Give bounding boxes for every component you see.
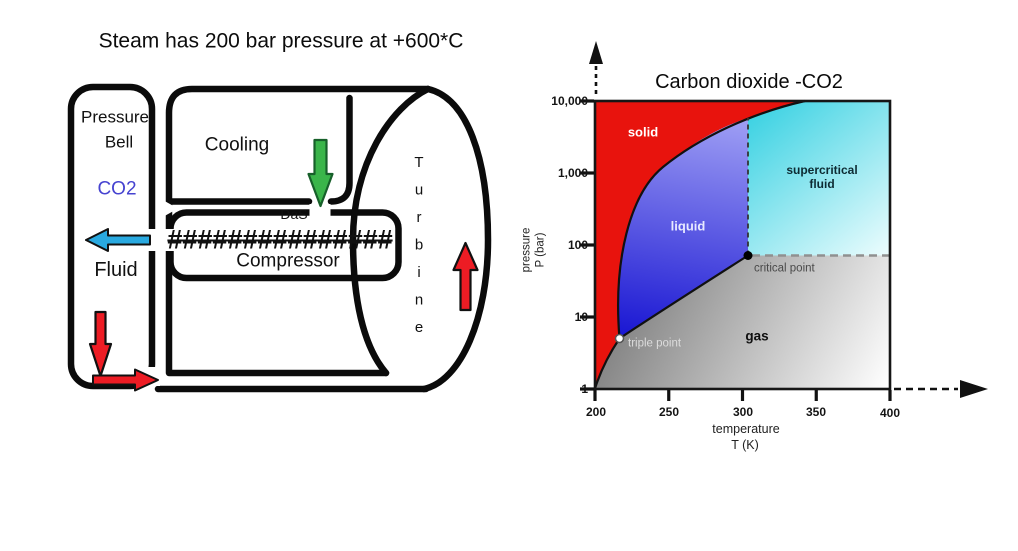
x-tick-400: 400 [879,406,901,420]
blue-left-arrow [85,228,151,252]
y-tick-10: 10 [574,310,588,324]
y-axis-label-line2: P (bar) [534,232,547,268]
sublimation-vaporization-curve [593,254,749,389]
x-axis-label-line2: T (K) [731,437,759,452]
turbine-label: Turbine [410,153,428,347]
slide-title: Steam has 200 bar pressure at +600*C [98,29,464,53]
fluid-label: Fluid [94,259,138,281]
phase-diagram-title: Carbon dioxide -CO2 [655,71,843,93]
supercritical-region [748,101,890,256]
red-up-arrow [452,241,479,312]
pressure-bell-label-line2: Bell [104,132,134,152]
red-down-arrow [88,310,113,378]
phase-diagram-regions [580,41,988,401]
critical-point-dot [743,251,753,260]
flow-arrows [85,138,479,392]
y-axis-arrow [589,41,603,94]
y-tick-1000: 1,000 [557,166,588,180]
x-axis-label-line1: temperature [712,421,780,436]
x-tick-marks [593,390,892,401]
red-right-arrow [92,368,159,392]
melting-curve [617,99,806,339]
cooling-right-wall-j [327,94,353,205]
x-tick-300: 300 [732,405,754,419]
solid-region-label: solid [627,124,659,140]
co2-label: CO2 [97,178,137,200]
supercritical-label-line2: fluid [809,177,835,191]
y-axis-label-line1: pressure [520,227,533,273]
x-axis-arrow [894,380,988,398]
cooling-label: Cooling [204,134,270,156]
gas-region [595,255,890,389]
pressure-bell-label-line1: Pressure [80,107,150,127]
solid-region [595,101,805,389]
turbine-outer-arc [420,85,492,393]
x-tick-350: 350 [805,405,827,419]
compressor-blades-hashes: ############### [167,224,393,255]
y-tick-1: 1 [581,382,588,396]
das-label: DaS [280,206,308,222]
liquid-region [618,118,748,339]
triple-point-label: triple point [628,337,682,350]
compressor-label: Compressor [236,250,340,272]
critical-point-label: critical point [754,262,815,275]
gas-region-label: gas [745,328,769,344]
plot-frame [593,99,892,391]
x-tick-200: 200 [585,405,607,419]
y-tick-marks [580,99,594,391]
y-tick-100: 100 [567,238,588,252]
assembly-top-left-wall [165,85,432,377]
x-tick-250: 250 [658,405,680,419]
turbine-inner-arc [349,85,432,377]
green-down-arrow [307,138,334,208]
supercritical-label-line1: supercritical [786,163,858,177]
triple-point-dot [614,333,625,344]
y-tick-10000: 10,000 [551,94,588,108]
liquid-region-label: liquid [670,218,706,234]
